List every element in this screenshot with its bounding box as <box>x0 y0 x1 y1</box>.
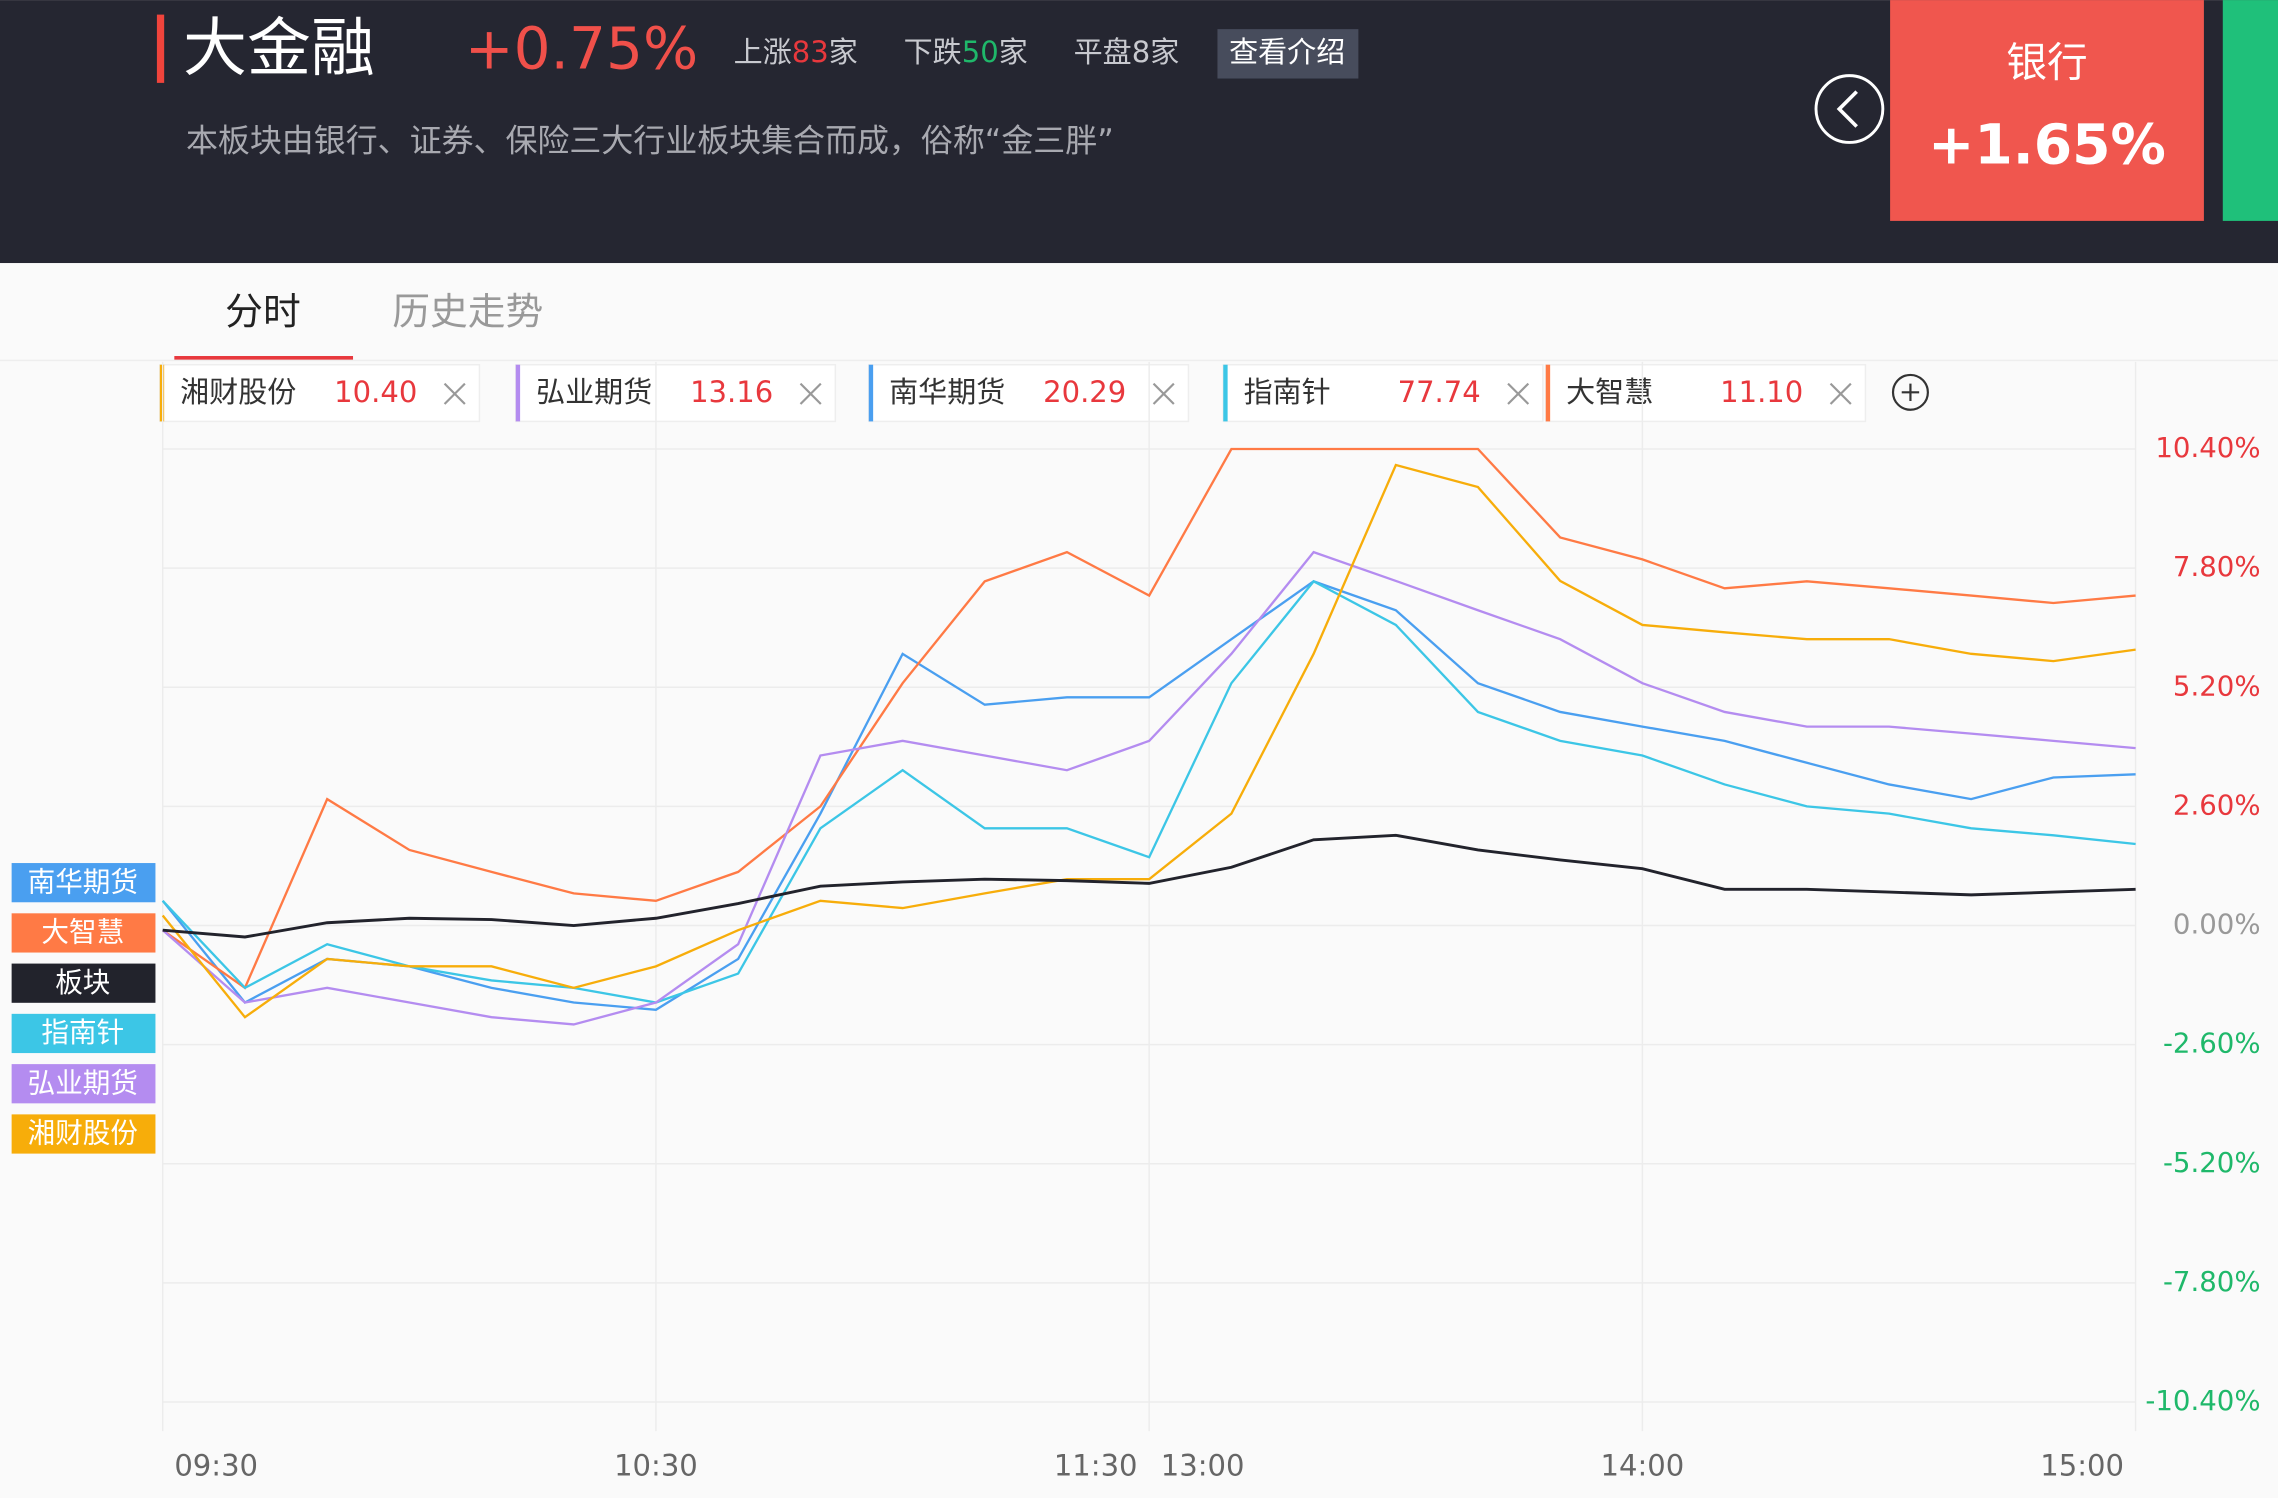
legend-label: 板块 <box>55 966 110 999</box>
legend-label: 弘业期货 <box>28 1066 138 1099</box>
series-line <box>161 580 2136 1011</box>
legend-swatch <box>11 1064 156 1104</box>
sector-change: +0.75% <box>465 14 698 82</box>
card-change: +1.65% <box>1928 113 2166 177</box>
legend-swatch <box>11 1114 156 1154</box>
tab[interactable]: 分时 <box>225 289 301 333</box>
chip-name: 弘业期货 <box>536 375 652 409</box>
tab[interactable]: 历史走势 <box>392 289 543 333</box>
chip-close[interactable] <box>1507 382 1530 405</box>
stat-unit: 家 <box>999 35 1028 69</box>
back-icon <box>1836 90 1858 128</box>
stat-unit: 家 <box>829 35 858 69</box>
chip-name: 大智慧 <box>1566 375 1653 409</box>
sector-title: 大金融 <box>183 12 375 86</box>
chip-price: 13.16 <box>690 375 773 409</box>
y-tick-label: -2.60% <box>2163 1027 2261 1060</box>
chip[interactable] <box>515 364 837 423</box>
y-tick-label: -5.20% <box>2163 1146 2261 1179</box>
stat-count: 50 <box>962 35 999 69</box>
stat-count: 8 <box>1132 35 1150 69</box>
back-button[interactable] <box>1814 74 1885 144</box>
legend-label: 指南针 <box>41 1016 124 1049</box>
series-line <box>161 550 2136 1026</box>
y-tick-label: 7.80% <box>2173 550 2261 583</box>
stat-label: 上涨 <box>734 35 792 69</box>
card-name: 银行 <box>2006 38 2087 86</box>
stat: 上涨83家 <box>734 35 858 69</box>
chip[interactable] <box>1545 364 1867 423</box>
chip-name: 南华期货 <box>889 375 1005 409</box>
legend-swatch <box>11 863 156 903</box>
intro-button[interactable]: 查看介绍 <box>1229 35 1345 69</box>
x-tick-label: 10:30 <box>614 1448 698 1482</box>
y-tick-label: 0.00% <box>2173 908 2261 941</box>
watchlist: 湘财股份 10.40 弘业期货 13.16 南华期货 20.29 指南针 77.74 大智慧 11… <box>159 364 1867 423</box>
chip-marker <box>1223 364 1228 422</box>
chip-marker <box>868 364 874 422</box>
x-tick-label: 14:00 <box>1601 1448 1685 1482</box>
legend-label: 大智慧 <box>41 916 124 949</box>
y-tick-label: 5.20% <box>2173 669 2261 702</box>
stat-label: 下跌 <box>904 35 962 69</box>
x-tick-label: 09:30 <box>174 1448 258 1482</box>
x-tick-label: 15:00 <box>2040 1448 2124 1482</box>
chip-name: 湘财股份 <box>180 375 296 409</box>
x-tick-label: 11:30 <box>1054 1448 1138 1482</box>
y-tick-label: 2.60% <box>2173 788 2261 821</box>
chip-close[interactable] <box>1829 382 1852 405</box>
stats: 上涨83家 下跌50家 平盘8家 <box>734 35 1180 69</box>
chip-price: 11.10 <box>1720 375 1803 409</box>
chart: 10.40% 7.80% 5.20% 2.60% 0.00% -2.60% -5.20% -7… <box>11 361 2261 1482</box>
legend-label: 南华期货 <box>28 865 138 898</box>
legend-label: 湘财股份 <box>28 1117 138 1150</box>
stat: 平盘8家 <box>1074 35 1180 69</box>
series-line <box>162 447 2136 990</box>
legend-swatch <box>11 1013 156 1054</box>
chip-close[interactable] <box>443 382 466 405</box>
y-tick-label: -10.40% <box>2145 1384 2260 1417</box>
add-button[interactable] <box>1891 373 1929 411</box>
stat-label: 平盘 <box>1074 35 1132 69</box>
legend-swatch <box>11 963 156 1003</box>
y-tick-label: 10.40% <box>2155 431 2260 464</box>
x-tick-label: 13:00 <box>1161 1448 1245 1482</box>
stat: 下跌50家 <box>904 35 1028 69</box>
chip-price: 10.40 <box>334 375 417 409</box>
add-icon <box>1901 383 1920 402</box>
chip-price: 77.74 <box>1398 375 1481 409</box>
stat-count: 83 <box>792 35 829 69</box>
chip-price: 20.29 <box>1043 375 1126 409</box>
legend-swatch <box>11 913 156 953</box>
card[interactable] <box>1890 0 2204 221</box>
series-line <box>161 463 2136 1019</box>
tab-underline <box>174 356 354 361</box>
title-marker <box>156 14 165 83</box>
series-line <box>162 833 2136 939</box>
chip[interactable] <box>1222 364 1544 423</box>
y-tick-label: -7.80% <box>2163 1265 2261 1298</box>
chip-name: 指南针 <box>1244 375 1331 409</box>
next-card[interactable] <box>2222 0 2278 221</box>
chip-marker <box>515 364 521 422</box>
chip-marker <box>1545 364 1551 422</box>
intro-button-bg[interactable] <box>1217 29 1359 79</box>
stat-unit: 家 <box>1150 35 1179 69</box>
sector-description: 本板块由银行、证券、保险三大行业板块集合而成，俗称“金三胖” <box>186 121 1114 159</box>
chip[interactable] <box>159 364 481 423</box>
series-line <box>161 579 2136 1004</box>
chip-close[interactable] <box>799 382 822 405</box>
chip-close[interactable] <box>1152 382 1175 405</box>
